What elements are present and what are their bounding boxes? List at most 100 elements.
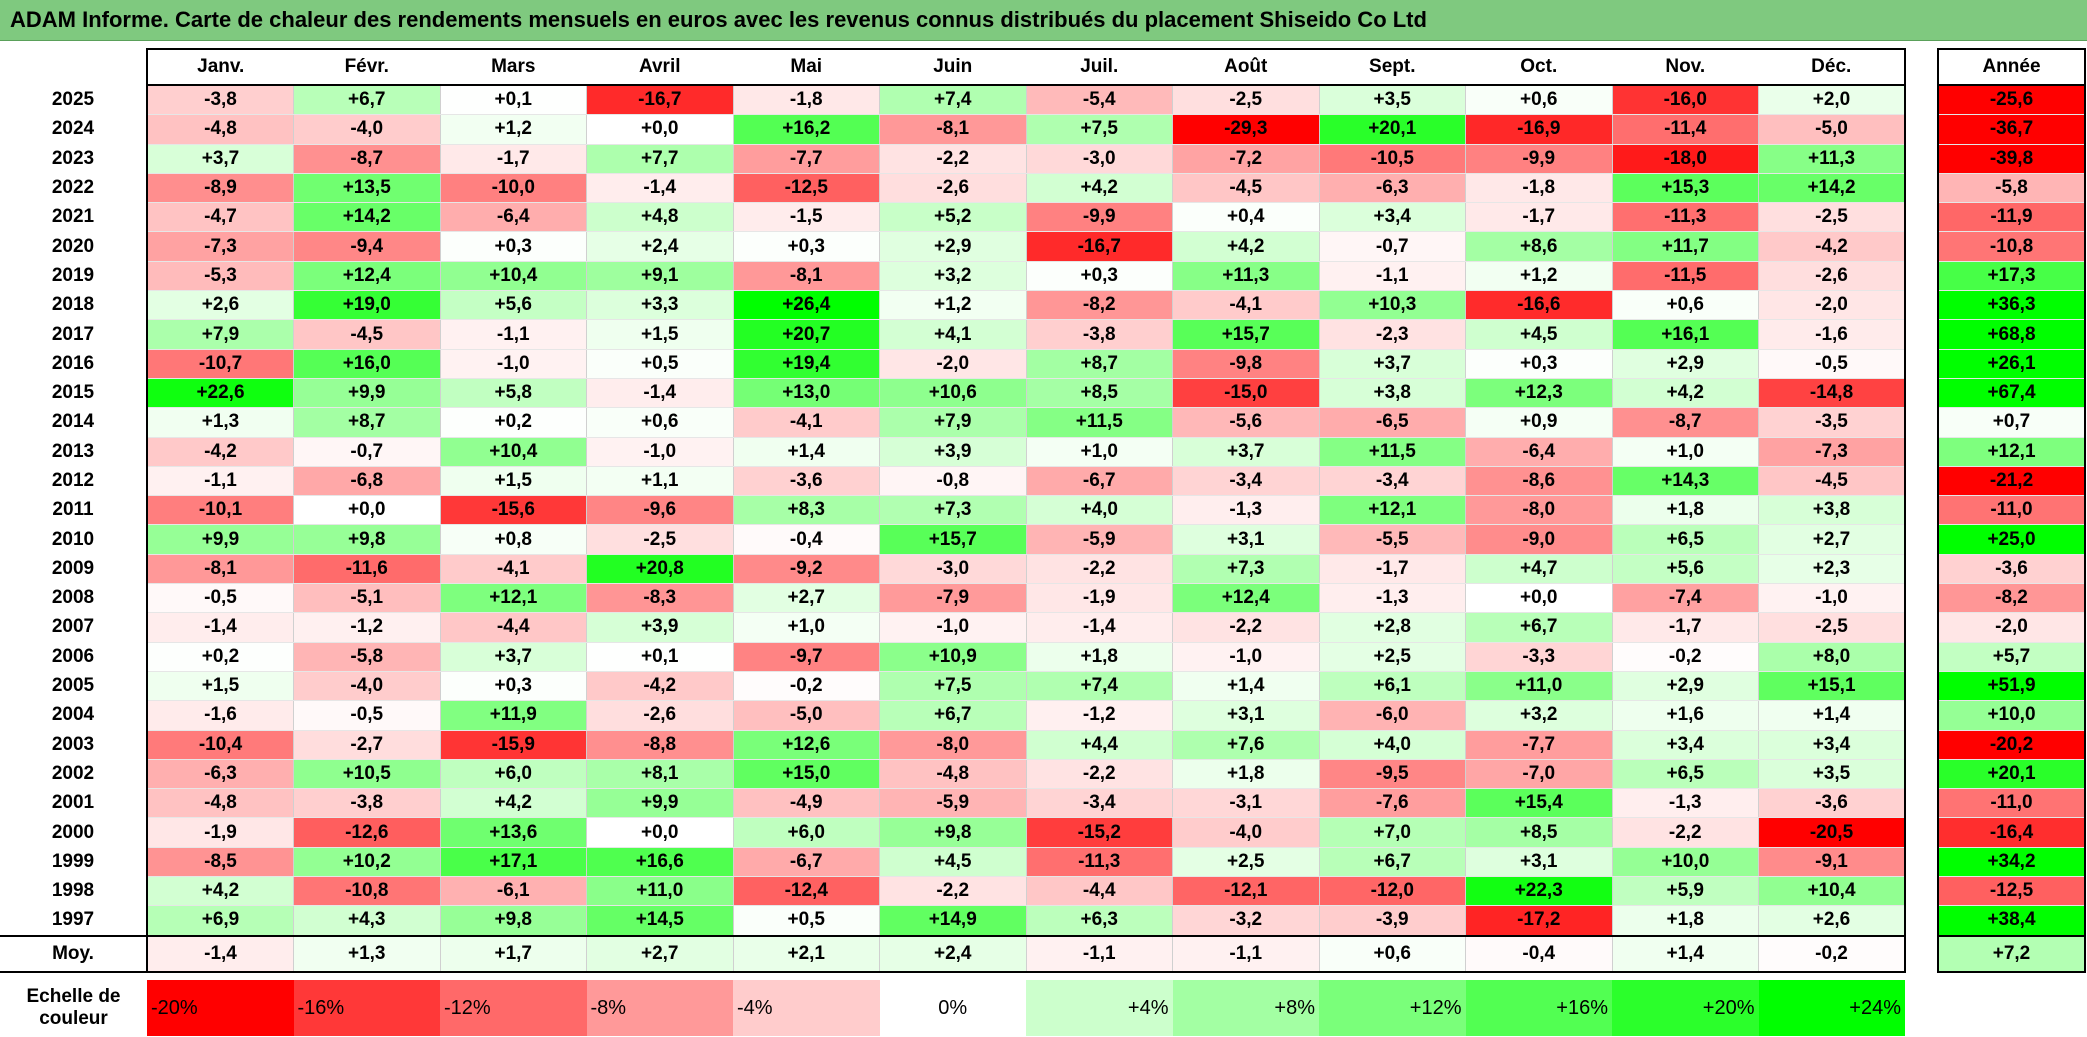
heatmap-cell: -2,2 bbox=[879, 144, 1027, 174]
year-label: 2020 bbox=[0, 231, 148, 262]
heatmap-cell: +6,1 bbox=[1319, 671, 1466, 702]
heatmap-cell: +22,6 bbox=[147, 378, 294, 409]
heatmap-cell: -3,4 bbox=[1172, 466, 1320, 497]
heatmap-cell: +7,3 bbox=[879, 495, 1027, 526]
annual-row: -39,8 bbox=[1937, 144, 2086, 174]
heatmap-cell: +4,5 bbox=[1465, 319, 1613, 350]
corner-cell bbox=[0, 49, 147, 85]
heatmap-cell: +10,4 bbox=[440, 437, 587, 467]
annual-cell: -25,6 bbox=[1937, 85, 2086, 116]
heatmap-cell: -4,0 bbox=[1172, 817, 1320, 848]
heatmap-cell: +3,4 bbox=[1319, 202, 1466, 233]
heatmap-cell: +0,5 bbox=[586, 349, 734, 379]
month-header: Avril bbox=[586, 48, 733, 86]
heatmap-cell: -12,1 bbox=[1172, 876, 1320, 907]
year-label: 2002 bbox=[0, 759, 148, 789]
heatmap-cell: +0,3 bbox=[1026, 261, 1173, 292]
heatmap-cell: -8,6 bbox=[1465, 466, 1613, 497]
heatmap-cell: +4,0 bbox=[1026, 495, 1173, 526]
heatmap-cell: -1,0 bbox=[1172, 642, 1320, 672]
heatmap-cell: -1,9 bbox=[1026, 583, 1173, 614]
table-row: 2022 -8,9 +13,5 -10,0 -1,4 -12,5 -2,6 +4,2 -4,5-… bbox=[0, 173, 1906, 204]
heatmap-cell: -12,4 bbox=[733, 876, 880, 907]
heatmap-cell: -5,4 bbox=[1026, 85, 1173, 116]
heatmap-cell: +3,9 bbox=[879, 437, 1027, 467]
heatmap-cell: +0,2 bbox=[440, 407, 587, 438]
heatmap-cell: +0,3 bbox=[733, 231, 880, 262]
year-label: 2013 bbox=[0, 437, 148, 467]
year-label: 2014 bbox=[0, 407, 148, 438]
annual-row: +51,9 bbox=[1937, 671, 2086, 702]
heatmap-cell: +7,0 bbox=[1319, 817, 1466, 848]
heatmap-cell: -7,0 bbox=[1465, 759, 1613, 790]
heatmap-cell: -6,0 bbox=[1319, 700, 1466, 731]
annual-average-row: +7,2 bbox=[1937, 934, 2086, 973]
heatmap-cell: -9,4 bbox=[293, 231, 441, 262]
heatmap-cell: +12,3 bbox=[1465, 378, 1613, 409]
table-row: 2000 -1,9 -12,6 +13,6 +0,0 +6,0 +9,8 -15,2 -4,0 +… bbox=[0, 817, 1906, 848]
heatmap-cell: +8,1 bbox=[586, 759, 734, 790]
heatmap-cell: -11,6 bbox=[293, 554, 441, 585]
heatmap-cell: +9,9 bbox=[147, 524, 294, 555]
heatmap-cell: -4,4 bbox=[1026, 876, 1173, 907]
heatmap-cell: +6,0 bbox=[733, 817, 880, 848]
heatmap-cell: +17,1 bbox=[440, 847, 587, 878]
year-label: 2023 bbox=[0, 144, 148, 174]
heatmap-cell: +2,3 bbox=[1758, 554, 1906, 585]
heatmap-cell: +15,7 bbox=[1172, 319, 1320, 350]
average-cell: +2,1 bbox=[733, 934, 880, 973]
heatmap-cell: +20,7 bbox=[733, 319, 880, 350]
annual-cell: +17,3 bbox=[1937, 261, 2086, 292]
heatmap-cell: -1,0 bbox=[1758, 583, 1906, 614]
annual-row: -36,7 bbox=[1937, 114, 2086, 145]
heatmap-cell: -3,8 bbox=[293, 788, 441, 819]
annual-cell: +36,3 bbox=[1937, 290, 2086, 321]
annual-row: -8,2 bbox=[1937, 583, 2086, 614]
year-label: 2009 bbox=[0, 554, 148, 584]
heatmap-cell: -4,7 bbox=[147, 202, 294, 233]
annual-cell: +38,4 bbox=[1937, 905, 2086, 937]
heatmap-cell: +0,3 bbox=[440, 671, 587, 702]
heatmap-cell: -7,9 bbox=[879, 583, 1027, 614]
heatmap-cell: +1,3 bbox=[147, 407, 294, 438]
heatmap-cell: +12,1 bbox=[1319, 495, 1466, 526]
heatmap-cell: +2,0 bbox=[1758, 85, 1906, 116]
heatmap-cell: +5,6 bbox=[440, 290, 587, 321]
month-header: Mars bbox=[440, 48, 587, 86]
table-row: 2020 -7,3 -9,4 +0,3 +2,4 +0,3 +2,9 -16,7 +4,2 -0,… bbox=[0, 231, 1906, 262]
annual-row: +36,3 bbox=[1937, 290, 2086, 321]
year-label: 1998 bbox=[0, 876, 148, 906]
heatmap-cell: -10,8 bbox=[293, 876, 441, 907]
heatmap-cell: -1,0 bbox=[440, 349, 587, 379]
heatmap-cell: +0,5 bbox=[733, 905, 880, 937]
heatmap-cell: +11,7 bbox=[1612, 231, 1759, 262]
heatmap-cell: +16,2 bbox=[733, 114, 880, 145]
heatmap-cell: -4,8 bbox=[147, 788, 294, 819]
year-label: 2011 bbox=[0, 495, 148, 525]
heatmap-cell: -4,8 bbox=[147, 114, 294, 145]
heatmap-cell: +20,1 bbox=[1319, 114, 1466, 145]
heatmap-cell: -9,8 bbox=[1172, 349, 1320, 379]
color-scale-swatch: -4% bbox=[733, 980, 880, 1036]
table-row: 2021 -4,7 +14,2 -6,4 +4,8 -1,5 +5,2 -9,9 +0,4 +3,… bbox=[0, 202, 1906, 233]
heatmap-cell: -8,3 bbox=[586, 583, 734, 614]
heatmap-cell: +3,5 bbox=[1758, 759, 1906, 790]
heatmap-cell: -2,2 bbox=[1612, 817, 1759, 848]
heatmap-cell: +8,7 bbox=[1026, 349, 1173, 379]
year-label: 2012 bbox=[0, 466, 148, 496]
heatmap-cell: -10,4 bbox=[147, 730, 294, 760]
heatmap-cell: -16,9 bbox=[1465, 114, 1613, 145]
month-header: Févr. bbox=[293, 48, 440, 86]
heatmap-cell: -9,1 bbox=[1758, 847, 1906, 878]
heatmap-cell: +1,2 bbox=[440, 114, 587, 145]
heatmap-cell: +14,9 bbox=[879, 905, 1027, 937]
heatmap-cell: +16,0 bbox=[293, 349, 441, 379]
annual-cell: -20,2 bbox=[1937, 730, 2086, 760]
heatmap-cell: +4,2 bbox=[440, 788, 587, 819]
heatmap-cell: -16,7 bbox=[1026, 231, 1173, 262]
color-scale-swatch: +4% bbox=[1026, 980, 1173, 1036]
year-label: 2003 bbox=[0, 730, 148, 760]
heatmap-cell: +5,8 bbox=[440, 378, 587, 409]
heatmap-cell: +1,8 bbox=[1612, 495, 1759, 526]
heatmap-cell: +4,2 bbox=[1026, 173, 1173, 204]
